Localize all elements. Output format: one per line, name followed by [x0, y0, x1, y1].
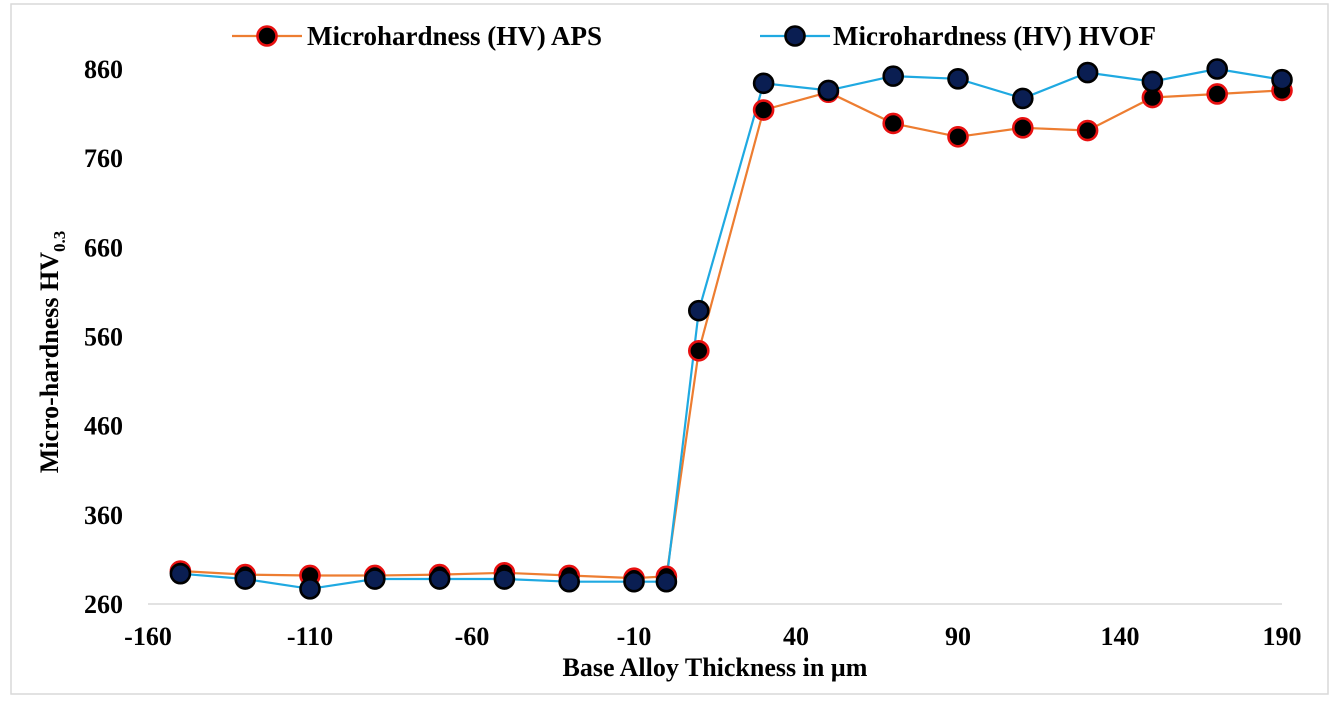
x-tick-label: -160 [124, 622, 172, 651]
data-point-aps [752, 99, 775, 121]
data-point-aps [947, 125, 969, 148]
legend-label-hvof: Microhardness (HV) HVOF [833, 21, 1156, 51]
y-tick-label: 860 [84, 55, 123, 84]
y-tick-label: 760 [84, 144, 123, 173]
data-point-hvof [1271, 68, 1293, 91]
data-point-hvof [493, 568, 516, 590]
data-point-hvof [1076, 61, 1099, 84]
data-point-hvof [947, 68, 969, 90]
x-tick-label: 140 [1101, 622, 1140, 651]
axes: -160 -110 -60 -10 40 90 140 190 260 360 460 560 660 7… [84, 55, 1302, 651]
data-point-hvof [1206, 58, 1228, 80]
data-point-hvof [687, 299, 710, 322]
series-markers [169, 58, 1293, 600]
x-tick-label: -10 [617, 622, 652, 651]
x-tick-label: 190 [1263, 622, 1302, 651]
y-axis-title-main: Micro-hardness HV [35, 252, 64, 473]
data-point-hvof [299, 578, 321, 600]
x-tick-label: 40 [783, 622, 809, 651]
y-tick-label: 460 [84, 412, 123, 441]
legend-marker-aps [256, 25, 278, 47]
data-point-hvof [428, 568, 451, 590]
data-point-hvof [363, 568, 386, 590]
legend-marker-hvof [784, 25, 806, 47]
data-point-aps [882, 112, 905, 135]
data-point-aps [1011, 117, 1034, 139]
data-point-hvof [234, 568, 256, 590]
data-point-aps [1206, 83, 1228, 105]
data-point-hvof [1141, 70, 1164, 93]
data-point-hvof [623, 570, 645, 593]
data-point-aps [687, 339, 710, 362]
y-axis-title-subscript: 0.3 [50, 231, 69, 252]
legend-label-aps: Microhardness (HV) APS [307, 21, 602, 51]
x-tick-label: 90 [945, 622, 971, 651]
y-tick-label: 560 [84, 323, 123, 352]
data-point-hvof [558, 570, 581, 593]
data-point-hvof [1011, 87, 1034, 110]
data-point-hvof [655, 570, 678, 593]
data-point-aps [1076, 119, 1099, 142]
data-point-hvof [169, 562, 192, 585]
x-axis-title: Base Alloy Thickness in µm [563, 653, 868, 682]
data-point-hvof [817, 79, 840, 102]
y-tick-label: 360 [84, 501, 123, 530]
y-axis-title: Micro-hardness HV0.3 [35, 231, 69, 473]
legend: Microhardness (HV) APS Microhardness (HV)… [232, 21, 1156, 51]
x-tick-label: -60 [455, 622, 490, 651]
y-tick-label: 660 [84, 233, 123, 262]
y-tick-label: 260 [84, 590, 123, 619]
data-point-hvof [752, 72, 775, 95]
data-point-hvof [882, 65, 905, 87]
x-tick-label: -110 [287, 622, 333, 651]
